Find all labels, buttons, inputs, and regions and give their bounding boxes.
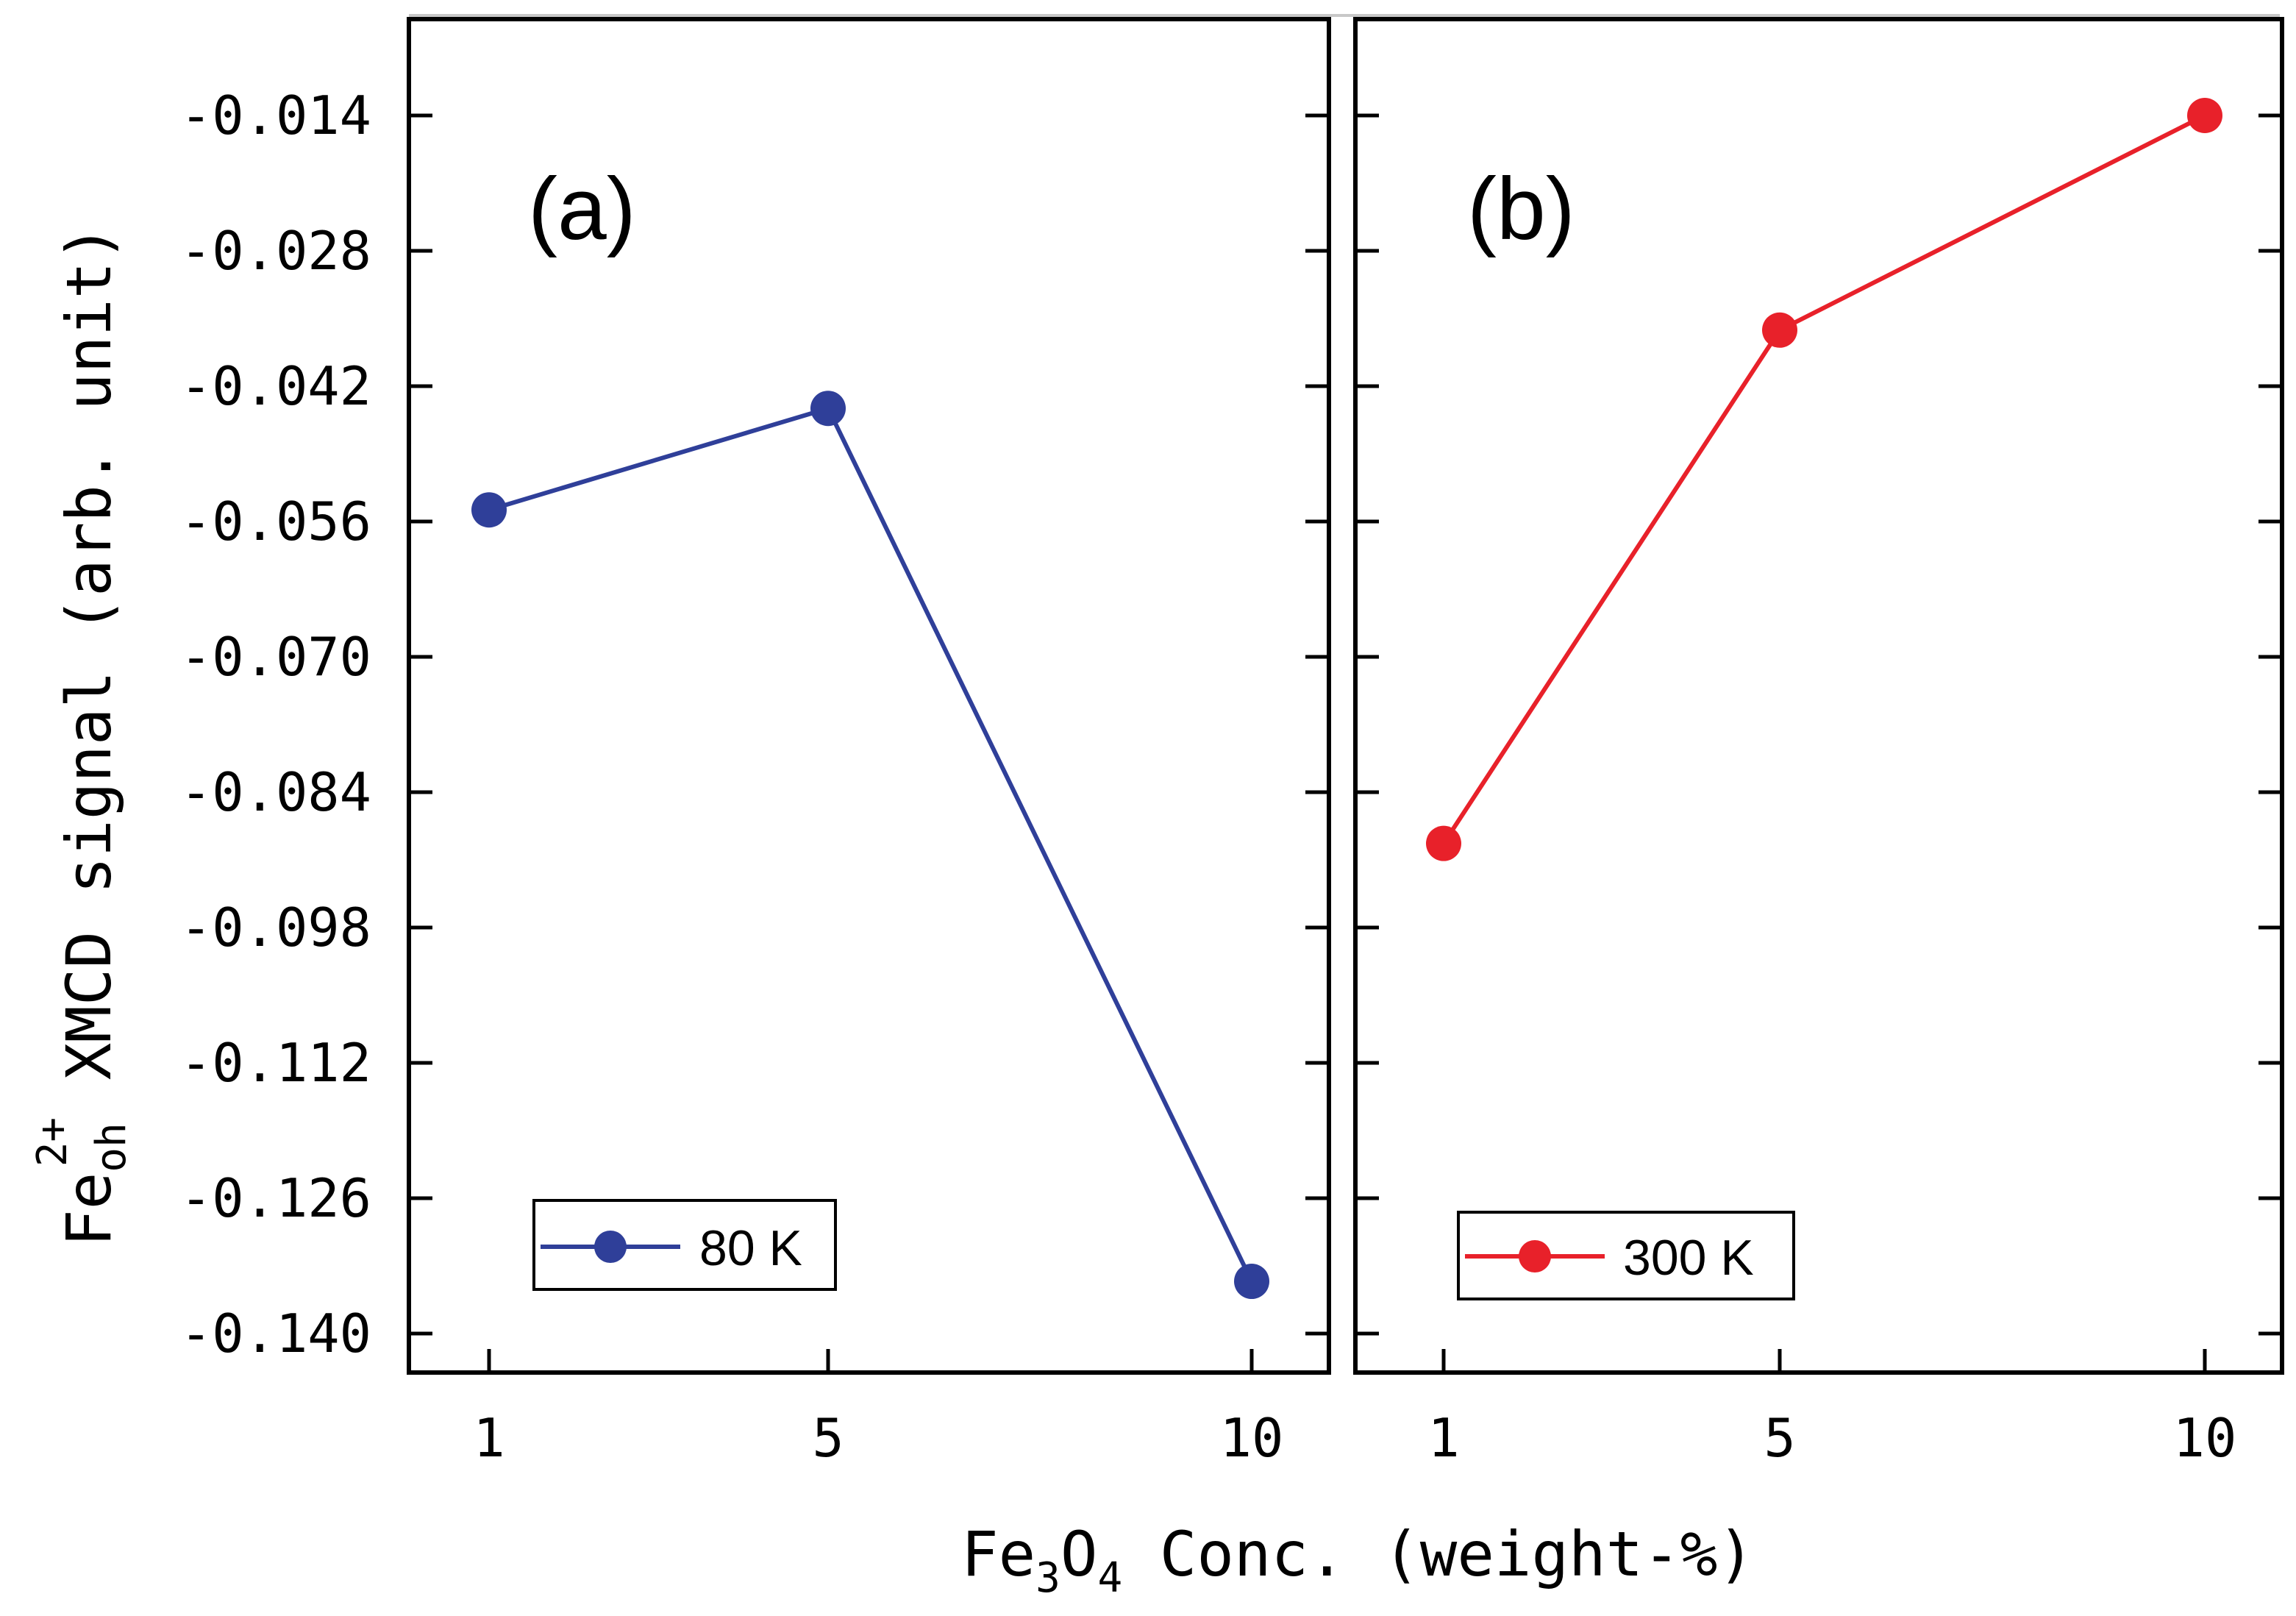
x-tick-label: 1 [1427, 1407, 1459, 1469]
panel-a-label: (a) [528, 160, 636, 258]
y-tick-label: -0.084 [180, 761, 371, 823]
x-axis-title: Fe3O4 Conc. (weight-%) [961, 1518, 1755, 1602]
panel-a-y-ticks: -0.014 -0.028 -0.042 -0.056 -0.070 -0.084 -0.0… [180, 85, 1329, 1364]
legend-label-300k: 300 K [1623, 1230, 1754, 1286]
x-tick-label: 1 [473, 1407, 505, 1469]
panel-a-legend: 80 K [532, 1199, 837, 1291]
x-title-rest: Conc. (weight-%) [1122, 1518, 1755, 1590]
data-point [1234, 1264, 1269, 1300]
y-tick-label: -0.112 [180, 1032, 371, 1094]
y-tick-label: -0.098 [180, 897, 371, 958]
series-line-80k [488, 405, 1254, 1283]
y-tick-label: -0.042 [180, 355, 371, 417]
y-tick-label: -0.070 [180, 626, 371, 688]
x-title-base: Fe [961, 1518, 1035, 1590]
data-point [471, 492, 507, 528]
panel-b-legend: 300 K [1457, 1211, 1795, 1300]
x-tick-label: 5 [1764, 1407, 1795, 1469]
x-title-sub1: 3 [1035, 1554, 1060, 1602]
y-tick-label: -0.028 [180, 220, 371, 282]
data-point [1426, 825, 1461, 861]
data-point [2187, 98, 2222, 133]
y-axis-title: Feoh2+ XMCD signal (arb. unit) [29, 224, 135, 1247]
panel-a: -0.014 -0.028 -0.042 -0.056 -0.070 -0.084 -0.0… [180, 17, 1331, 1469]
y-title-superscript: 2+ [29, 1117, 76, 1167]
y-title-rest: XMCD signal (arb. unit) [53, 224, 125, 1117]
x-tick-label: 10 [1220, 1407, 1284, 1469]
panel-b-x-ticks: 1 5 10 [1427, 1349, 2236, 1469]
legend-marker-80k [594, 1231, 627, 1263]
y-tick-label: -0.140 [180, 1303, 371, 1364]
x-title-sub2: 4 [1097, 1554, 1122, 1602]
panel-b-frame [1353, 17, 2284, 1375]
x-title-mid: O [1060, 1518, 1098, 1590]
y-tick-label: -0.056 [180, 491, 371, 552]
y-title-subscript: oh [88, 1122, 135, 1172]
data-point [810, 391, 846, 427]
legend-label-80k: 80 K [699, 1220, 802, 1276]
panel-b: 1 5 10 (b) 300 K [1353, 17, 2284, 1469]
panel-a-series [471, 391, 1269, 1300]
panel-a-x-ticks: 1 5 10 [473, 1349, 1283, 1469]
y-tick-label: -0.126 [180, 1167, 371, 1229]
y-tick-label: -0.014 [180, 85, 371, 146]
panel-b-y-ticks [1355, 113, 2282, 1336]
y-title-base: Fe [53, 1172, 125, 1247]
panel-b-series [1426, 98, 2222, 861]
x-tick-label: 5 [812, 1407, 844, 1469]
x-tick-label: 10 [2173, 1407, 2237, 1469]
data-point [1762, 312, 1797, 348]
panel-a-frame [407, 17, 1331, 1375]
legend-marker-300k [1519, 1240, 1551, 1272]
panel-b-label: (b) [1467, 160, 1575, 258]
